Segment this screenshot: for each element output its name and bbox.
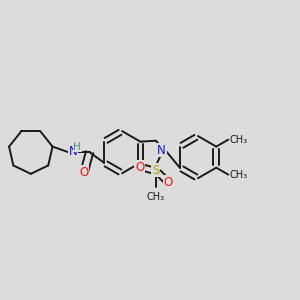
Text: H: H <box>74 142 81 152</box>
Text: CH₃: CH₃ <box>230 169 248 180</box>
Text: O: O <box>164 176 173 189</box>
Text: N: N <box>69 145 78 158</box>
Text: O: O <box>135 161 144 174</box>
Text: S: S <box>152 164 160 177</box>
Text: CH₃: CH₃ <box>147 192 165 202</box>
Text: CH₃: CH₃ <box>230 135 248 145</box>
Text: N: N <box>157 143 166 157</box>
Text: O: O <box>80 166 89 179</box>
